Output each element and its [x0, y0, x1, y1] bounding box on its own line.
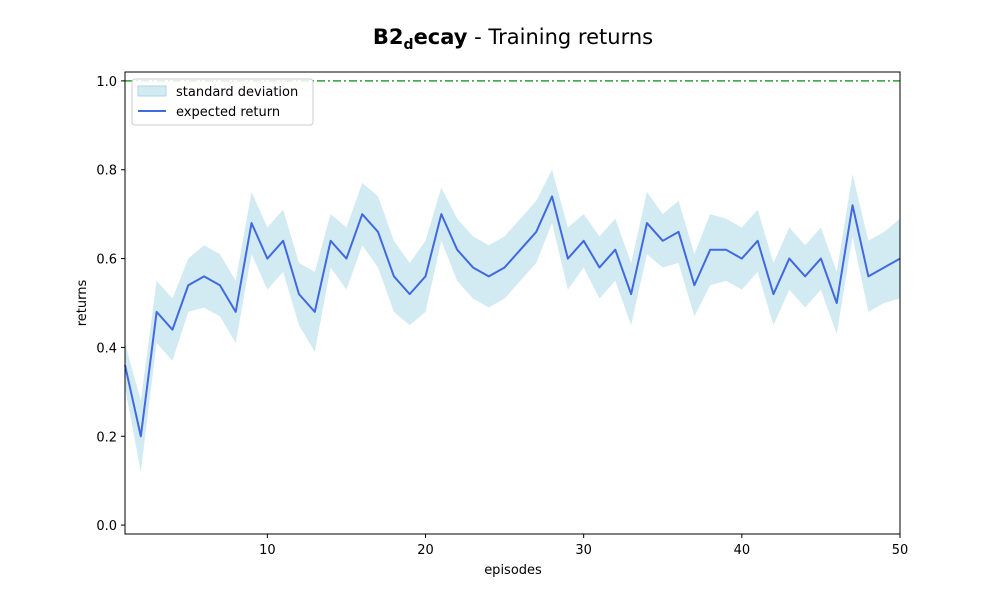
legend-line-label: expected return — [176, 105, 280, 120]
chart-title-subscript: d — [404, 37, 414, 53]
expected-return-line — [124, 195, 901, 438]
y-tick-label: 1.0 — [96, 75, 117, 90]
x-tick-label: 30 — [575, 543, 592, 558]
x-tick-label: 40 — [734, 543, 751, 558]
x-axis-label: episodes — [484, 563, 542, 578]
y-axis-ticks: 0.0 0.2 0.4 0.6 0.8 1.0 — [96, 75, 125, 534]
std-band — [125, 169, 900, 472]
chart-title-main: B2 — [373, 25, 404, 49]
y-tick-label: 0.6 — [96, 253, 117, 268]
legend: standard deviation expected return — [131, 78, 314, 126]
y-tick-label: 0.4 — [96, 341, 117, 356]
legend-box — [131, 78, 314, 126]
y-tick-label: 0.8 — [96, 164, 117, 179]
y-axis-label: returns — [75, 280, 90, 327]
legend-band-swatch — [137, 85, 167, 97]
axes-frame — [124, 71, 901, 535]
x-tick-label: 10 — [259, 543, 276, 558]
chart-title-suffix: - Training returns — [467, 25, 653, 49]
plot-area — [124, 80, 901, 472]
y-tick-label: 0.2 — [96, 430, 117, 445]
y-tick-label: 0.0 — [96, 519, 117, 534]
x-tick-label: 20 — [417, 543, 434, 558]
x-tick-label: 50 — [892, 543, 909, 558]
chart-title-rest: ecay — [414, 25, 468, 49]
legend-band-label: standard deviation — [176, 85, 298, 100]
x-axis-ticks: 10 20 30 40 50 — [259, 534, 908, 558]
chart-title: B2decay - Training returns — [373, 25, 653, 53]
